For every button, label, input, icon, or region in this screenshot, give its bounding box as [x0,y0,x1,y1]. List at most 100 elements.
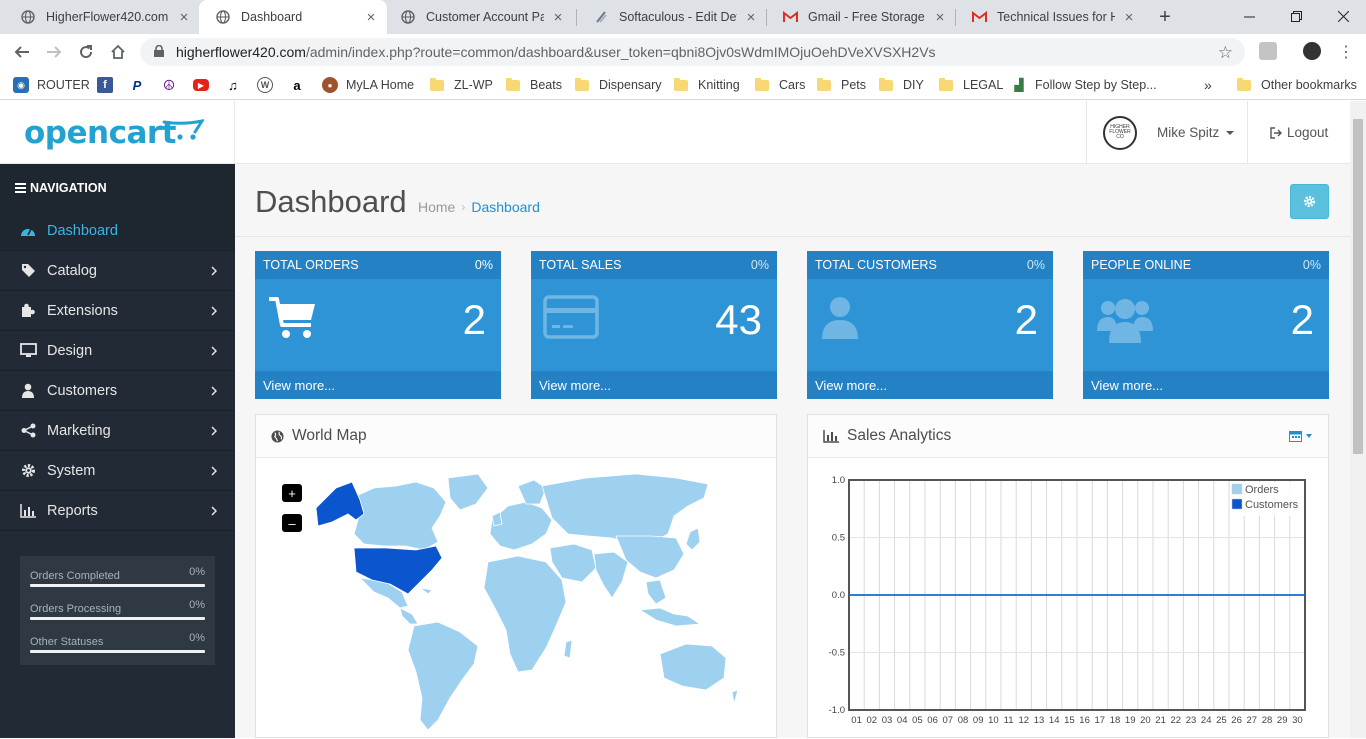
wordpress-icon[interactable]: W [257,76,281,94]
settings-button[interactable] [1290,184,1329,219]
bookmark-item[interactable]: ◉ ROUTER [13,76,90,94]
world-map-panel: World Map + – [255,414,777,738]
close-tab-icon[interactable]: × [746,8,756,26]
view-more-link[interactable]: View more... [1083,371,1329,399]
bookmark-folder[interactable]: Cars [755,76,805,94]
navigation-header[interactable]: NAVIGATION [0,164,235,211]
bookmark-folder[interactable]: DIY [879,76,924,94]
music-icon[interactable]: ♫ [228,77,238,93]
peace-icon[interactable]: ☮ [162,76,176,93]
browser-tab[interactable]: Gmail - Free Storage and × [766,0,956,34]
back-arrow-icon[interactable] [8,38,36,66]
bookmark-folder[interactable]: Beats [506,76,562,94]
folder-icon [506,77,520,91]
star-icon[interactable]: ☆ [1217,43,1233,62]
extension-icon[interactable] [1259,42,1277,60]
view-more-link[interactable]: View more... [807,371,1053,399]
bookmark-folder[interactable]: Dispensary [575,76,662,94]
cog-icon [1303,195,1316,208]
close-tab-icon[interactable]: × [553,8,563,26]
users-icon [1097,295,1153,348]
browser-tab[interactable]: Customer Account Page × [384,0,574,34]
close-tab-icon[interactable]: × [1124,8,1134,26]
sidebar-item-catalog[interactable]: Catalog [0,251,235,291]
sidebar-item-reports[interactable]: Reports [0,491,235,531]
view-more-link[interactable]: View more... [255,371,501,399]
paypal-icon[interactable]: P [132,77,142,93]
scrollbar-thumb[interactable] [1353,119,1363,454]
sidebar-item-dashboard[interactable]: Dashboard [0,211,235,251]
tile-percent: 0% [750,258,769,272]
gmail-icon [971,9,987,25]
tab-title: Softaculous - Edit Detail [619,10,737,24]
world-map-svg [315,473,739,731]
zoom-in-button[interactable]: + [282,484,302,502]
reload-icon[interactable] [72,38,100,66]
bookmark-folder[interactable]: Other bookmarks [1237,76,1357,94]
world-map[interactable]: + – [256,458,776,738]
breadcrumb-separator: › [461,200,466,214]
tile-title: TOTAL ORDERS [263,258,359,272]
bookmark-folder[interactable]: LEGAL [939,76,1003,94]
sidebar: NAVIGATION Dashboard Catalog Extensions … [0,164,235,738]
amazon-icon[interactable]: a [293,77,301,93]
user-menu[interactable]: HIGHER FLOWER CO Mike Spitz [1086,101,1248,164]
restore-icon[interactable] [1273,0,1319,32]
profile-avatar-icon[interactable] [1303,42,1321,60]
bookmark-item[interactable]: ● MyLA Home [322,76,414,94]
logo-area[interactable]: opencart [0,101,235,164]
browser-tab[interactable]: Technical Issues for Hig × [955,0,1145,34]
home-icon[interactable] [104,38,132,66]
x-tick-label: 11 [1004,715,1014,726]
cart-icon [267,295,317,346]
logout-link[interactable]: Logout [1270,125,1328,140]
tile-people-online: PEOPLE ONLINE 0% 2 View more... [1083,251,1329,399]
sidebar-item-marketing[interactable]: Marketing [0,411,235,451]
bookmark-folder[interactable]: Pets [817,76,866,94]
bookmark-folder[interactable]: Knitting [674,76,740,94]
sidebar-item-system[interactable]: System [0,451,235,491]
sidebar-item-customers[interactable]: Customers [0,371,235,411]
bookmark-folder[interactable]: ZL-WP [430,76,493,94]
folder-icon [575,77,589,91]
x-tick-label: 26 [1231,715,1242,726]
stat-orders-processing: Orders Processing 0% [30,599,205,632]
folder-icon [939,77,953,91]
dashboard-icon [19,222,37,240]
browser-tab[interactable]: HigherFlower420.com × [4,0,200,34]
user-icon [19,382,37,400]
sidebar-item-design[interactable]: Design [0,331,235,371]
chevron-right-icon [211,264,218,280]
legend-label-customers: Customers [1245,499,1299,511]
address-bar[interactable]: higherflower420.com/admin/index.php?rout… [140,38,1245,66]
facebook-icon[interactable]: f [97,76,121,94]
forward-arrow-icon[interactable] [40,38,68,66]
more-bookmarks-button[interactable]: » [1204,77,1212,93]
view-more-link[interactable]: View more... [531,371,777,399]
x-tick-label: 18 [1110,715,1121,726]
breadcrumb-current[interactable]: Dashboard [471,199,540,215]
close-tab-icon[interactable]: × [179,8,189,26]
calendar-dropdown[interactable] [1289,430,1312,442]
caret-down-icon [1306,434,1312,438]
close-tab-icon[interactable]: × [366,8,376,26]
youtube-icon[interactable]: ▶ [193,76,217,94]
browser-tab-active[interactable]: Dashboard × [199,0,387,34]
page-scrollbar[interactable] [1350,101,1366,738]
x-tick-label: 03 [882,715,893,726]
tile-total-sales: TOTAL SALES 0% 43 View more... [531,251,777,399]
x-tick-label: 12 [1019,715,1030,726]
sidebar-item-extensions[interactable]: Extensions [0,291,235,331]
browser-tab[interactable]: Softaculous - Edit Detail × [577,0,767,34]
bookmark-item[interactable]: ▟ Follow Step by Step... [1011,76,1156,94]
minimize-icon[interactable] [1226,0,1272,32]
breadcrumb-home[interactable]: Home [418,199,456,215]
zoom-out-button[interactable]: – [282,514,302,532]
chevron-right-icon [211,464,218,480]
url-path: /admin/index.php?route=common/dashboard&… [305,44,936,60]
browser-menu-icon[interactable]: ⋮ [1338,44,1354,61]
tile-title: TOTAL CUSTOMERS [815,258,937,272]
new-tab-button[interactable]: + [1159,5,1171,28]
close-tab-icon[interactable]: × [935,8,945,26]
close-window-icon[interactable] [1320,0,1366,32]
